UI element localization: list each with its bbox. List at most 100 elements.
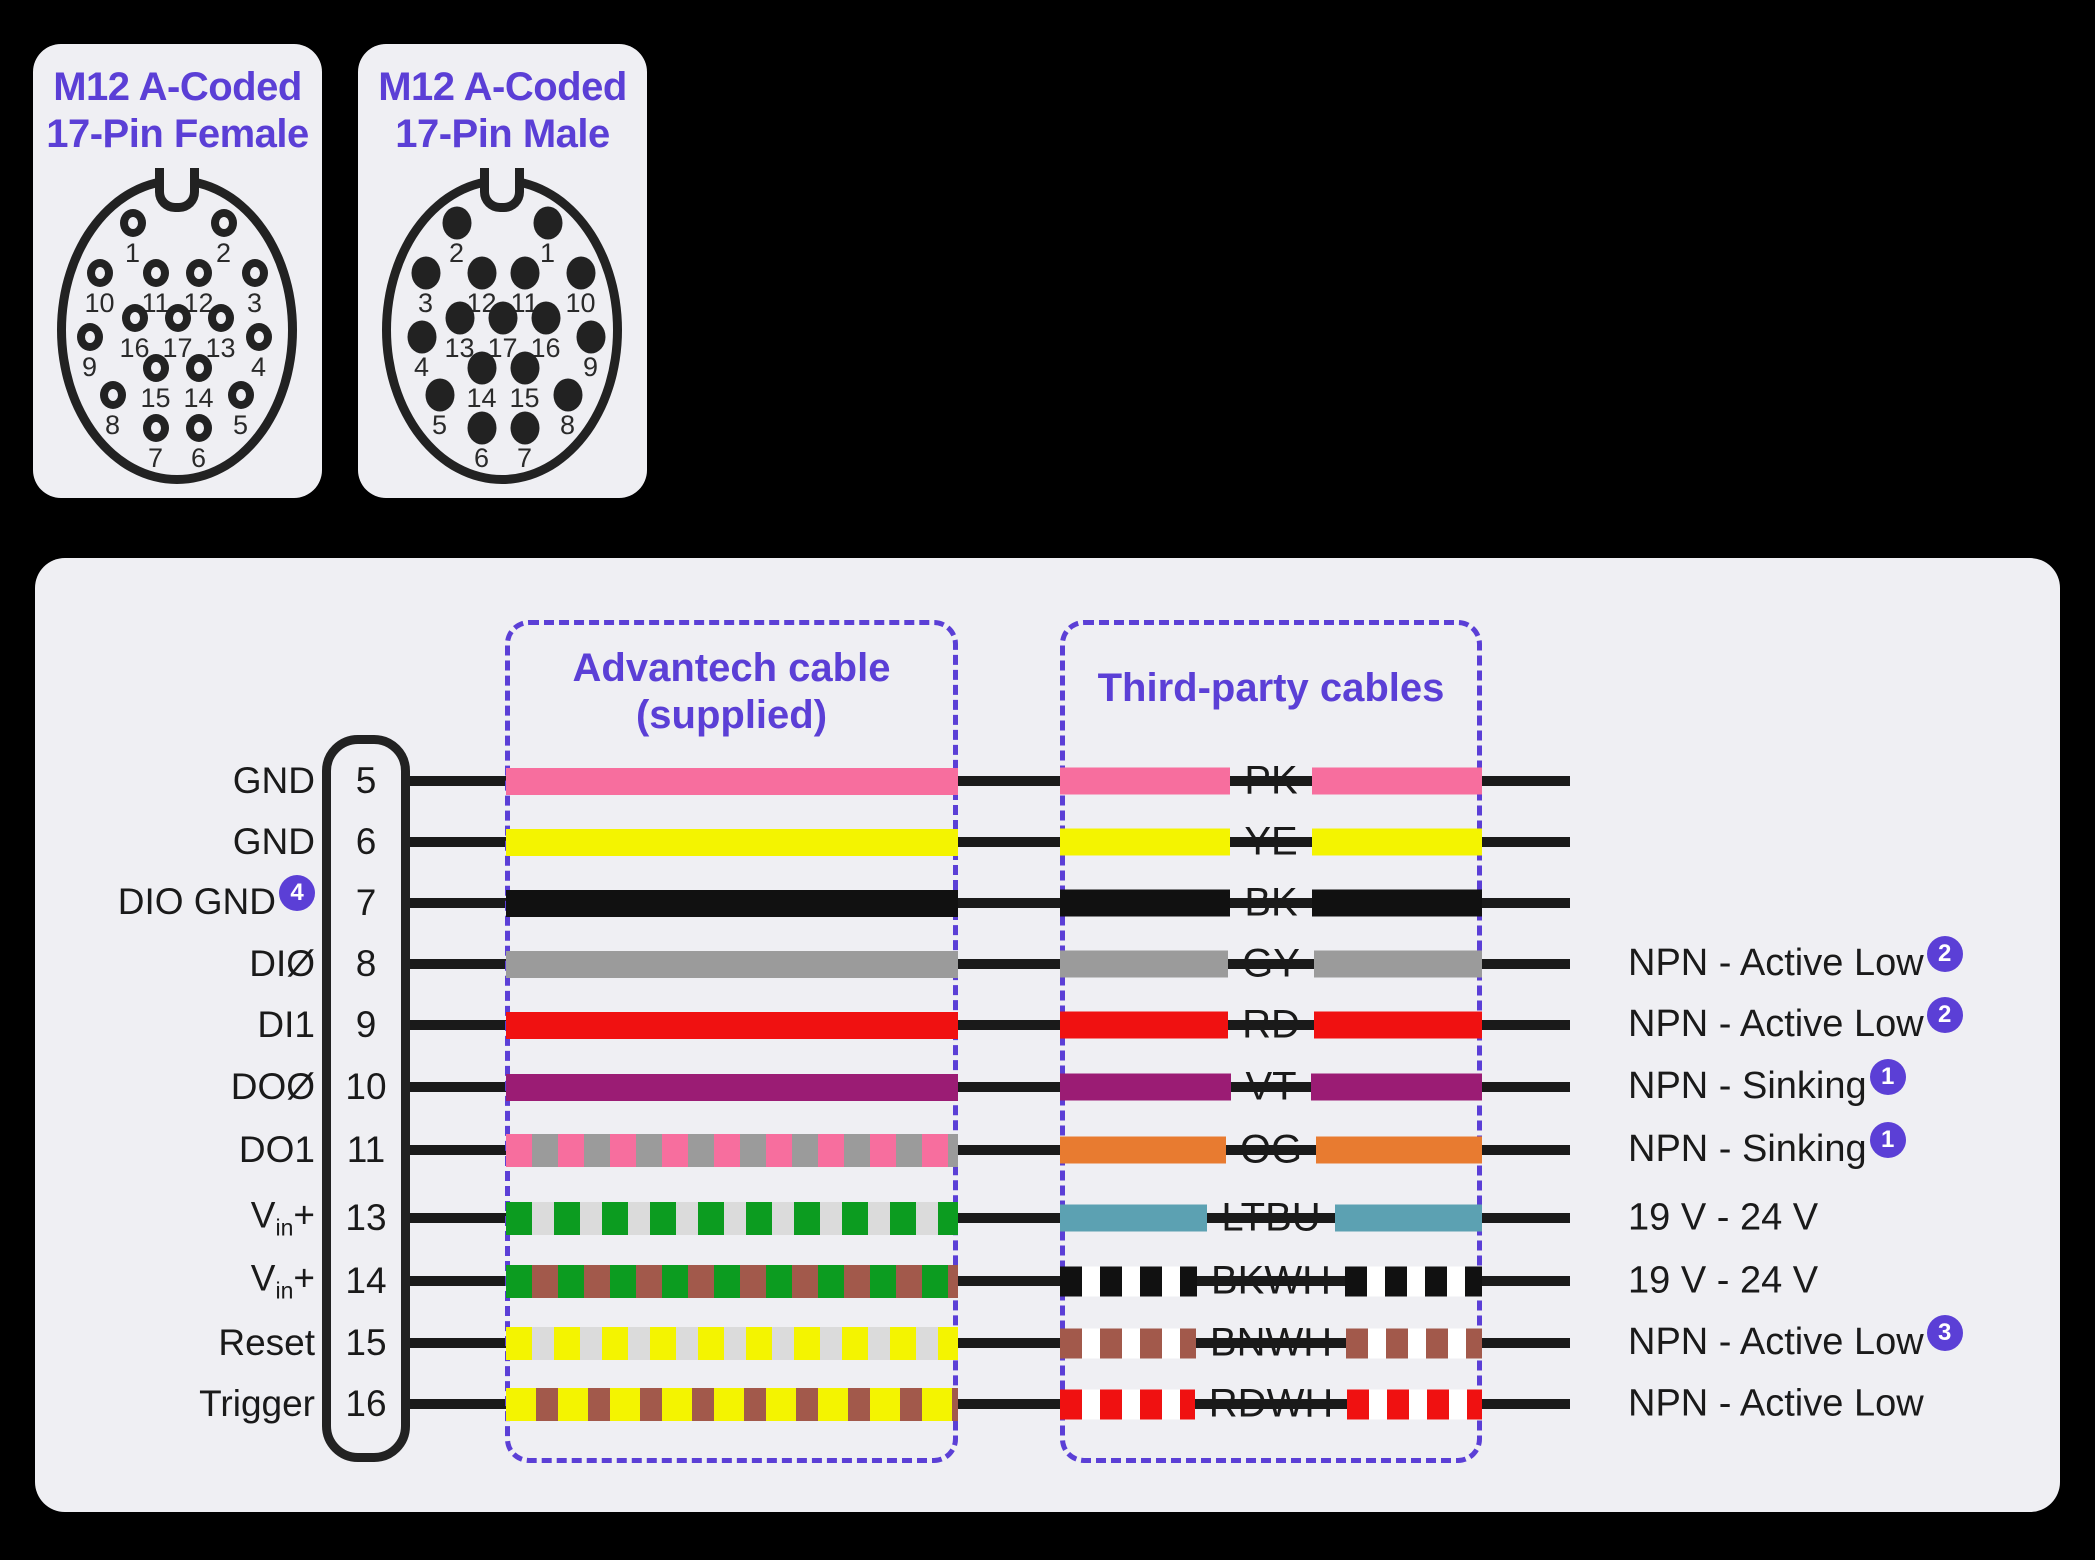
third-party-wire-left	[1060, 1073, 1232, 1101]
third-party-wire-right	[1310, 1073, 1482, 1101]
third-party-wire-row: VT	[1060, 1065, 1482, 1110]
pin-number: 6	[355, 821, 377, 862]
signal-text: +	[293, 1257, 315, 1299]
advantech-wire-bk	[506, 890, 958, 917]
male-pin-number: 15	[509, 383, 540, 413]
male-pin-number: 3	[417, 288, 434, 318]
third-party-wire-right	[1311, 828, 1483, 856]
signal-subscript: in	[275, 1214, 294, 1241]
male-pin-number: 10	[565, 288, 596, 318]
female-pin-number: 1	[124, 238, 141, 268]
female-pin-15-dot	[142, 354, 169, 382]
male-pin-13-dot	[445, 301, 474, 335]
third-party-wire-left	[1060, 828, 1231, 856]
female-pin-12-dot	[185, 259, 212, 287]
advantech-wire-stripe_gnlg	[506, 1202, 958, 1235]
male-pin-11-dot	[510, 256, 539, 290]
wire-line	[410, 959, 1570, 969]
connector-keying-notch	[480, 168, 524, 212]
third-party-wire-row: RD	[1060, 1003, 1482, 1048]
third-party-wire-row: BK	[1060, 880, 1483, 926]
connector-card-male: M12 A-Coded 17-Pin Male 2 1 3 12 11 10 4 13 17 16…	[358, 44, 647, 498]
wire-line	[410, 898, 1570, 908]
pin-number: 5	[355, 760, 377, 801]
annotation-text: 19 V - 24 V	[1628, 1259, 1819, 1302]
signal-text: GND	[232, 821, 315, 862]
signal-type-annotation: NPN - Sinking 1	[1628, 1059, 1906, 1109]
signal-text: Reset	[218, 1322, 315, 1363]
wire-line	[410, 837, 1570, 847]
female-pin-3-dot	[241, 259, 268, 287]
signal-type-annotation: NPN - Sinking 1	[1628, 1122, 1906, 1172]
third-party-wire-row: YE	[1060, 819, 1483, 865]
signal-type-annotation: 19 V - 24 V	[1628, 1197, 1818, 1240]
female-pin-14-dot	[185, 354, 212, 382]
signal-label-7: DIO GND 4	[55, 875, 315, 925]
male-pin-14-dot	[467, 351, 496, 385]
third-party-wire-right	[1311, 889, 1483, 917]
connector-title-line1: M12 A-Coded	[378, 65, 627, 109]
connector-title-female: M12 A-Coded 17-Pin Female	[33, 64, 322, 158]
female-pin-number: 10	[84, 288, 115, 318]
wire-line	[410, 1338, 1570, 1348]
female-pin-number: 4	[250, 352, 267, 382]
connector-card-female: M12 A-Coded 17-Pin Female 1 2 10 11 12 3 9 16 17…	[33, 44, 322, 498]
male-pin-number: 9	[582, 352, 599, 382]
third-party-wire-left	[1060, 1328, 1196, 1358]
wire-color-code: RD	[1242, 1002, 1300, 1047]
male-pin-number: 1	[539, 238, 556, 268]
female-pin-number: 14	[183, 383, 214, 413]
female-pin-11-dot	[142, 259, 169, 287]
advantech-wire-gy	[506, 951, 958, 978]
female-pin-number: 8	[104, 410, 121, 440]
third-party-wire-right	[1334, 1204, 1482, 1232]
wire-line	[410, 1399, 1570, 1409]
third-party-wire-left	[1060, 1136, 1226, 1164]
female-pin-number: 17	[162, 333, 193, 363]
male-pin-number: 14	[466, 383, 497, 413]
male-pin-17-dot	[488, 301, 517, 335]
wire-color-code: PK	[1244, 758, 1298, 803]
male-pin-9-dot	[576, 320, 605, 354]
male-pin-8-dot	[553, 378, 582, 412]
footnote-badge: 3	[1926, 1315, 1963, 1351]
female-pin-number: 5	[232, 410, 249, 440]
male-pin-number: 5	[431, 410, 448, 440]
pin-number: 8	[355, 943, 377, 984]
male-pin-15-dot	[510, 351, 539, 385]
advantech-wire-pk	[506, 768, 958, 795]
female-pin-4-dot	[245, 323, 272, 351]
wire-color-code: BK	[1244, 880, 1298, 925]
third-party-cables-box	[1060, 620, 1482, 1463]
male-pin-number: 8	[559, 410, 576, 440]
third-party-wire-row: BKWH	[1060, 1259, 1482, 1304]
footnote-badge: 2	[1926, 997, 1963, 1033]
advantech-header-line1: Advantech cable	[572, 646, 891, 690]
wire-color-code: LTBU	[1221, 1195, 1321, 1240]
wire-line	[410, 1020, 1570, 1030]
male-pin-12-dot	[467, 256, 496, 290]
third-party-wire-right	[1316, 1136, 1483, 1164]
female-pin-number: 7	[147, 443, 164, 473]
signal-text: GND	[232, 760, 315, 801]
third-party-cables-header: Third-party cables	[1097, 666, 1445, 710]
signal-subscript: in	[275, 1277, 294, 1304]
signal-text: Trigger	[199, 1383, 315, 1424]
female-pin-2-dot	[210, 209, 237, 237]
advantech-wire-stripe_yebn	[506, 1388, 958, 1421]
female-pin-9-dot	[76, 323, 103, 351]
annotation-text: NPN - Sinking	[1628, 1065, 1867, 1107]
pin-number: 16	[345, 1383, 387, 1424]
male-pin-7-dot	[510, 411, 539, 445]
pin-number: 10	[345, 1066, 387, 1107]
third-party-wire-left	[1060, 950, 1229, 978]
signal-text: DI1	[257, 1004, 315, 1045]
footnote-badge: 1	[1869, 1122, 1906, 1158]
wire-color-code: YE	[1244, 819, 1298, 864]
advantech-wire-rd	[506, 1012, 958, 1039]
third-party-wire-right	[1345, 1266, 1482, 1296]
male-pin-5-dot	[425, 378, 454, 412]
advantech-wire-stripe_yelg	[506, 1327, 958, 1360]
third-party-wire-left	[1060, 1389, 1195, 1419]
connector-title-male: M12 A-Coded 17-Pin Male	[358, 64, 647, 158]
